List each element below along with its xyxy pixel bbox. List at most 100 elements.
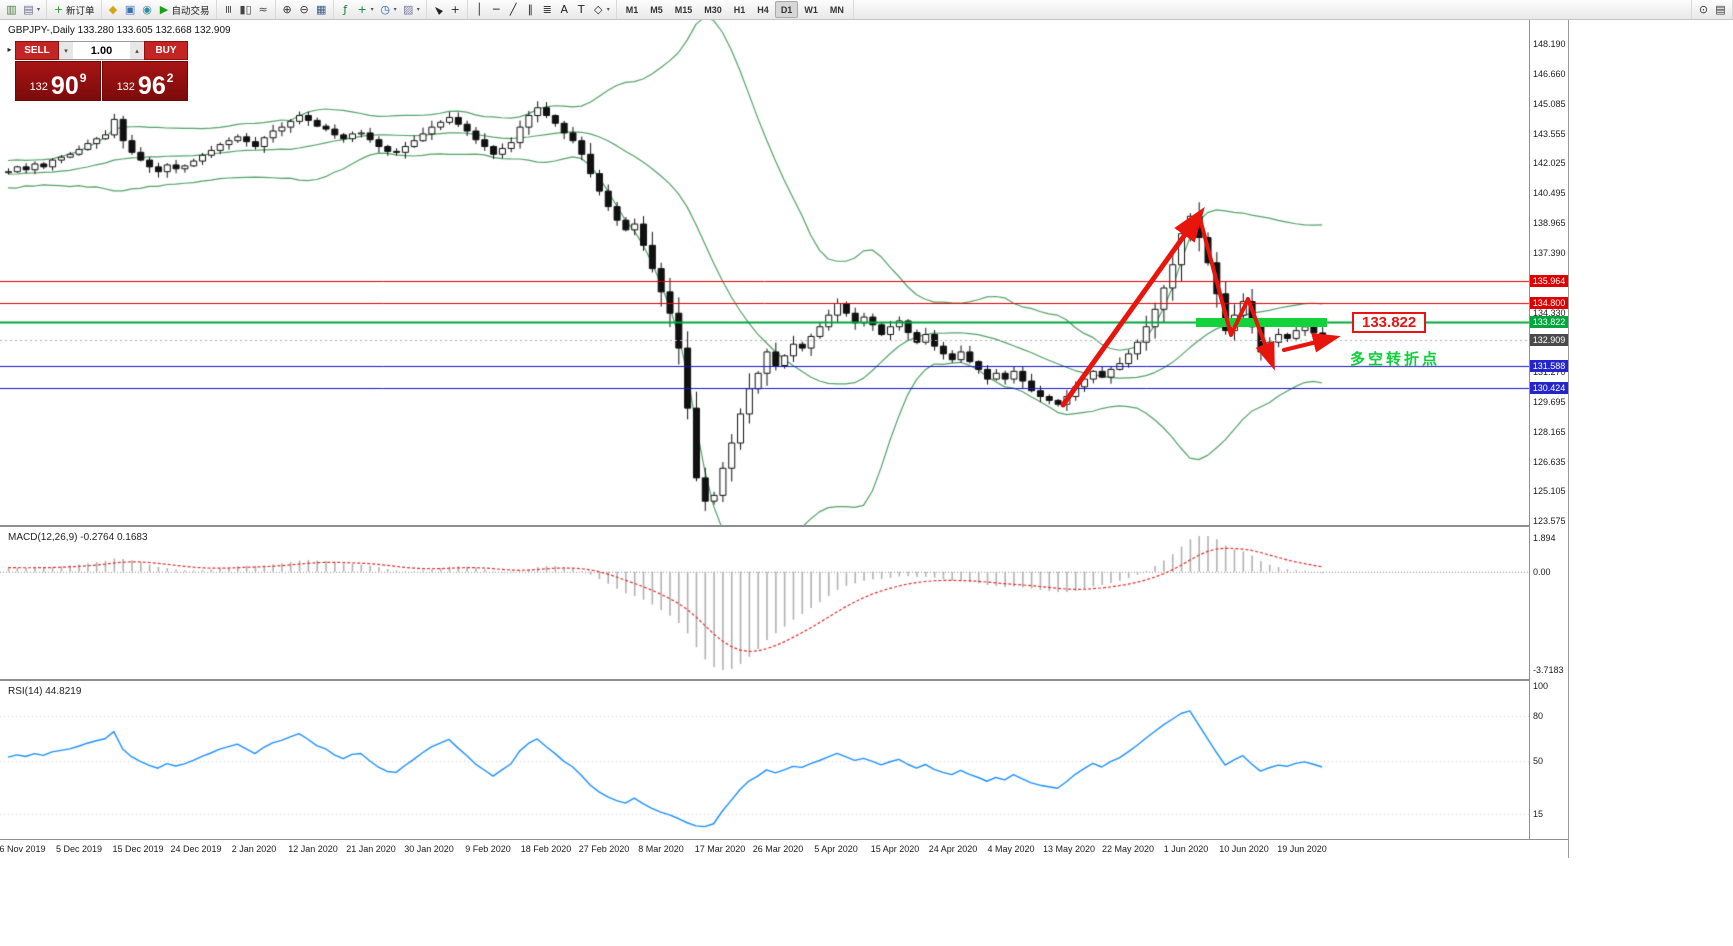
timeframe-d1-button[interactable]: D1 [774,1,799,18]
one-click-collapse-button[interactable]: ▸ [5,43,14,55]
price-badge-135.964: 135.964 [1530,274,1568,287]
sell-price-button[interactable]: 132 90 9 [15,61,101,101]
timeframe-mn-button[interactable]: MN [824,1,850,18]
search-button[interactable]: ⊙ [1695,1,1712,18]
cursor-tool-button[interactable]: ◄ [430,1,447,18]
date-axis[interactable]: 26 Nov 2019 5 Dec 2019 15 Dec 2019 24 Dec 2… [0,839,1568,858]
add-indicator-button[interactable]: + ▾ [354,1,377,18]
shapes-tool-button[interactable]: ◇ ▾ [590,1,613,18]
macd-panel-canvas[interactable] [0,527,1529,679]
label-icon: T [577,3,585,16]
horizontal-line-tool-button[interactable]: ─ [488,1,505,18]
chart-profiles-button[interactable]: ▤ ▾ [20,1,43,18]
bar-chart-type-button[interactable]: ≡ [220,1,237,18]
rsi-scale-label: 50 [1533,756,1544,766]
date-axis-label: 17 Mar 2020 [694,844,746,854]
candlestick-type-button[interactable]: ▮▯ [237,1,255,18]
buy-price-button[interactable]: 132 96 2 [102,61,188,101]
panel-separator[interactable] [0,679,1568,681]
new-chart-icon: ▥ [6,3,17,16]
price-axis-label: 145.085 [1533,99,1566,110]
toolbar: ▥ ▤ ▾ + 新订单 ◆ ▣ ◉ ▶ 自动交易 ≡ ▮▯ ≈ ⊕ ⊖ ▦ ƒ + ▾ ◷ ▾ ▨ ▾ ◄ + │ ─ ╱ ∥ ≣ A T ◇ ▾… [0,0,1733,20]
tile-windows-button[interactable]: ▦ [313,1,330,18]
chart-profiles-icon: ▤ [23,3,34,16]
volume-increase-button[interactable]: ▴ [130,42,144,59]
new-order-button-label: 新订单 [66,5,95,17]
clock-icon: ◷ [380,3,390,16]
strategy-tester-button[interactable]: ◉ [139,1,156,18]
macd-scale-label: 1.894 [1533,533,1556,543]
new-order-button[interactable]: + 新订单 [50,1,98,18]
data-window-button[interactable]: ▤ [1712,1,1729,18]
dropdown-arrow-icon: ▾ [416,7,420,13]
turning-point-note[interactable]: 多空转折点 [1350,351,1441,368]
fibonacci-tool-button[interactable]: ≣ [539,1,556,18]
price-axis[interactable]: 148.190 146.660 145.085 143.555 142.025 140.4… [1529,19,1568,839]
sell-button[interactable]: SELL [15,41,59,60]
timeframe-m30-button-label: M30 [704,4,722,15]
panel-separator[interactable] [0,525,1568,527]
horizontal-line-icon: ─ [492,3,500,16]
price-axis-label: 137.390 [1533,248,1566,259]
buy-button[interactable]: BUY [144,41,188,60]
rsi-indicator-label: RSI(14) 44.8219 [8,686,82,697]
indicators-button[interactable]: ƒ [337,1,354,18]
line-chart-type-button[interactable]: ≈ [255,1,272,18]
indicators-icon: ƒ [343,3,348,16]
price-axis-label: 128.165 [1533,427,1566,438]
price-badge-132.909: 132.909 [1530,334,1568,347]
price-badge-134.800: 134.800 [1530,297,1568,310]
new-order-icon: + [53,3,64,16]
timeframe-m1-button[interactable]: M1 [620,1,645,18]
shapes-icon: ◇ [593,3,603,16]
terminal-button[interactable]: ▣ [122,1,139,18]
timeframe-m5-button[interactable]: M5 [644,1,669,18]
tile-windows-icon: ▦ [315,3,327,16]
timeframe-m15-button[interactable]: M15 [669,1,699,18]
periods-button[interactable]: ◷ ▾ [377,1,400,18]
price-axis-label: 146.660 [1533,68,1566,79]
trendline-tool-button[interactable]: ╱ [505,1,522,18]
price-chart-canvas[interactable] [0,19,1529,525]
price-axis-label: 138.965 [1533,217,1566,228]
price-axis-label: 134.330 [1533,307,1566,318]
volume-decrease-button[interactable]: ▾ [59,42,73,59]
autotrading-button[interactable]: ▶ 自动交易 [156,1,213,18]
timeframe-h4-button[interactable]: H4 [751,1,775,18]
date-axis-label: 27 Feb 2020 [578,844,630,854]
one-click-trading-panel: ▸ SELL ▾ ▴ BUY 132 90 9 132 96 2 [6,41,188,101]
chart-title: GBPJPY-,Daily 133.280 133.605 132.668 13… [8,25,231,36]
price-badge-130.424: 130.424 [1530,382,1568,395]
line-chart-icon: ≈ [258,3,268,16]
zoom-in-button[interactable]: ⊕ [279,1,296,18]
templates-button[interactable]: ▨ ▾ [400,1,423,18]
rsi-panel-canvas[interactable] [0,681,1529,839]
rsi-scale-label: 100 [1533,681,1549,691]
autotrading-button-label: 自动交易 [171,5,210,17]
bars-icon: ≡ [221,4,235,15]
price-axis-label: 142.025 [1533,158,1566,169]
metaeditor-button[interactable]: ◆ [105,1,122,18]
text-tool-button[interactable]: A [556,1,573,18]
new-chart-button[interactable]: ▥ [3,1,20,18]
candles-icon: ▮▯ [239,3,252,16]
metaeditor-icon: ◆ [108,3,118,16]
vertical-line-tool-button[interactable]: │ [471,1,488,18]
date-axis-label: 8 Mar 2020 [638,844,684,854]
vertical-line-icon: │ [475,3,483,16]
volume-input[interactable] [73,42,130,59]
price-level-annotation[interactable]: 133.822 [1352,312,1427,333]
price-axis-label: 148.190 [1533,39,1566,49]
channel-tool-button[interactable]: ∥ [522,1,539,18]
timeframe-mn-button-label: MN [829,4,844,15]
price-axis-label: 131.270 [1533,366,1566,377]
macd-indicator-label: MACD(12,26,9) -0.2764 0.1683 [8,532,148,543]
timeframe-h1-button[interactable]: H1 [728,1,752,18]
timeframe-w1-button-label: W1 [804,4,818,15]
date-axis-label: 4 May 2020 [987,844,1035,854]
timeframe-w1-button[interactable]: W1 [798,1,824,18]
crosshair-tool-button[interactable]: + [447,1,464,18]
label-tool-button[interactable]: T [573,1,590,18]
zoom-out-button[interactable]: ⊖ [296,1,313,18]
timeframe-m30-button[interactable]: M30 [698,1,728,18]
